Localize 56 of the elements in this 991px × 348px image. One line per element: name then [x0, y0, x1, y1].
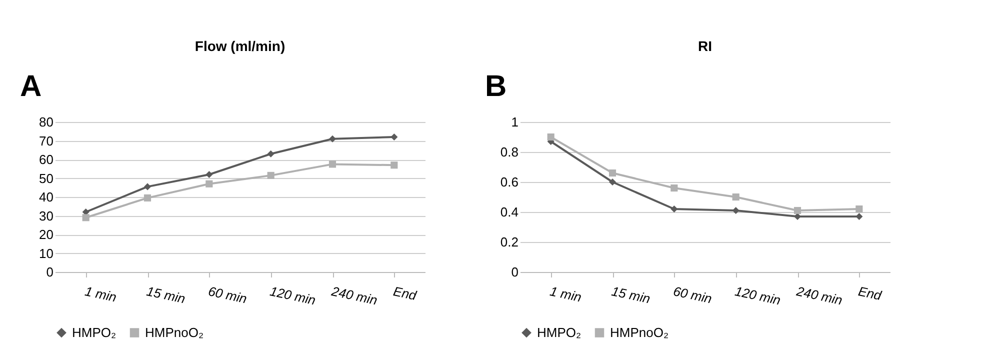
chart-title: Flow (ml/min) — [194, 38, 286, 54]
point — [608, 178, 616, 186]
y-tick-label: 1 — [511, 114, 518, 130]
y-tick-label: 60 — [39, 152, 54, 167]
x-tick-label: 60 min — [672, 284, 714, 306]
point — [267, 172, 274, 179]
y-tick-label: 70 — [39, 133, 54, 148]
x-tick-label: End — [856, 284, 884, 304]
y-tick-label: 50 — [39, 170, 54, 186]
point — [328, 160, 336, 168]
point — [206, 180, 213, 188]
chart-title: RI — [698, 38, 712, 54]
text: A — [20, 70, 42, 103]
point — [732, 193, 740, 201]
x-tick-label: 60 min — [206, 284, 248, 306]
point — [206, 170, 213, 178]
point — [144, 194, 152, 202]
x-tick-label: End — [392, 284, 418, 304]
y-tick-label: 80 — [39, 114, 54, 130]
legend-label: HMPnoO₂ — [145, 324, 204, 340]
legend-label: HMPO₂ — [537, 324, 582, 340]
point — [856, 205, 863, 213]
point — [794, 206, 802, 214]
y-tick-label: 0.6 — [500, 174, 518, 190]
text: B — [485, 70, 507, 103]
point — [267, 150, 274, 158]
y-tick-label: 40 — [39, 190, 54, 204]
point — [670, 184, 678, 192]
x-tick-label: 15 min — [145, 284, 187, 306]
y-tick-label: 0.2 — [500, 234, 518, 250]
y-tick-label: 10 — [39, 246, 54, 261]
point — [732, 206, 740, 214]
point — [328, 135, 336, 142]
y-tick-label: 0.8 — [500, 144, 518, 160]
point — [82, 214, 90, 222]
y-tick-label: 0.4 — [500, 204, 518, 220]
point — [390, 133, 398, 141]
point — [608, 169, 616, 177]
x-tick-label: 15 min — [610, 284, 652, 306]
legend-label: HMPO₂ — [72, 324, 116, 340]
x-tick-label: 240 min — [329, 283, 379, 308]
y-tick-label: 30 — [39, 208, 54, 224]
x-tick-label: 120 min — [734, 284, 782, 308]
x-tick-label: 1 min — [548, 284, 583, 305]
x-tick-label: 1 min — [84, 284, 118, 305]
x-tick-label: 240 min — [794, 283, 844, 308]
point — [856, 212, 863, 220]
legend-label: HMPnoO₂ — [610, 324, 669, 340]
y-tick-label: 20 — [39, 227, 54, 242]
point — [547, 133, 554, 141]
point — [144, 183, 152, 190]
y-tick-label: 0 — [511, 264, 518, 280]
x-tick-label: 120 min — [268, 284, 317, 308]
point — [670, 205, 678, 213]
point — [390, 162, 398, 169]
y-tick-label: 0 — [46, 264, 54, 280]
